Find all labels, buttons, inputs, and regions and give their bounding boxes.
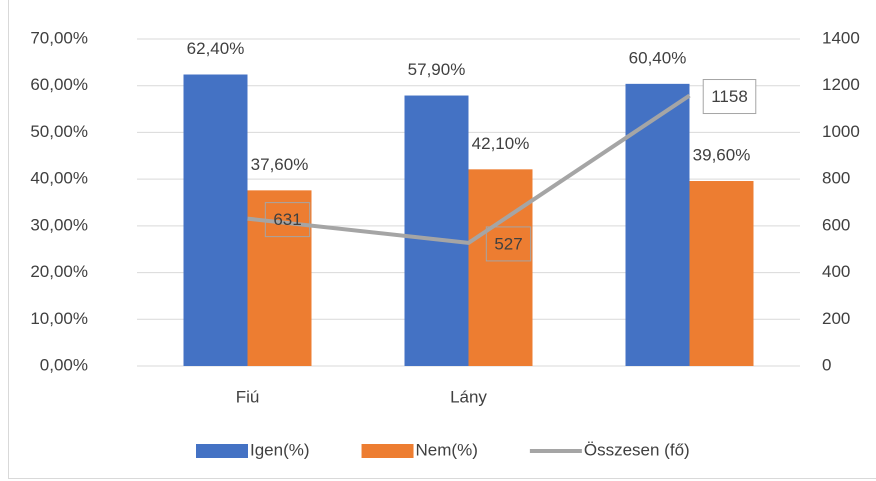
data-label: 37,60%	[251, 155, 309, 174]
legend-label: Igen(%)	[250, 440, 310, 459]
line-series	[247, 93, 691, 245]
data-label-box	[702, 79, 757, 115]
x-tick-label: Lány	[450, 387, 487, 406]
y-tick-label: 10,00%	[30, 309, 88, 328]
bar	[468, 169, 533, 366]
legend-swatch	[361, 444, 414, 458]
y2-tick-label: 1200	[822, 75, 860, 94]
y2-tick-label: 400	[822, 262, 850, 281]
data-label: 42,10%	[472, 134, 530, 153]
data-label: 60,40%	[629, 48, 687, 67]
data-label: 527	[494, 234, 522, 253]
legend-swatch	[196, 444, 248, 458]
y2-tick-label: 1400	[822, 28, 860, 47]
bar	[689, 181, 754, 366]
data-label: 62,40%	[187, 39, 245, 58]
bar	[404, 95, 469, 366]
bar	[625, 83, 690, 367]
y2-tick-label: 1000	[822, 122, 860, 141]
data-label: 57,90%	[408, 60, 466, 79]
y-tick-label: 50,00%	[30, 122, 88, 141]
y-tick-label: 0,00%	[40, 355, 88, 374]
y-tick-label: 70,00%	[30, 28, 88, 47]
data-label-box	[485, 226, 532, 262]
data-label: 39,60%	[693, 145, 751, 164]
y-tick-label: 20,00%	[30, 262, 88, 281]
data-label: 1158	[711, 87, 748, 106]
y2-tick-label: 0	[822, 355, 831, 374]
y2-tick-label: 200	[822, 309, 850, 328]
data-label-box	[264, 202, 311, 238]
x-tick-label: Fiú	[236, 387, 260, 406]
y2-tick-label: 800	[822, 169, 850, 188]
legend-label: Nem(%)	[416, 440, 478, 459]
y-tick-label: 30,00%	[30, 215, 88, 234]
data-label: 631	[273, 210, 301, 229]
y-tick-label: 40,00%	[30, 169, 88, 188]
bar	[183, 74, 248, 366]
y-tick-label: 60,00%	[30, 75, 88, 94]
y2-tick-label: 600	[822, 215, 850, 234]
legend-label: Összesen (fő)	[584, 440, 690, 459]
